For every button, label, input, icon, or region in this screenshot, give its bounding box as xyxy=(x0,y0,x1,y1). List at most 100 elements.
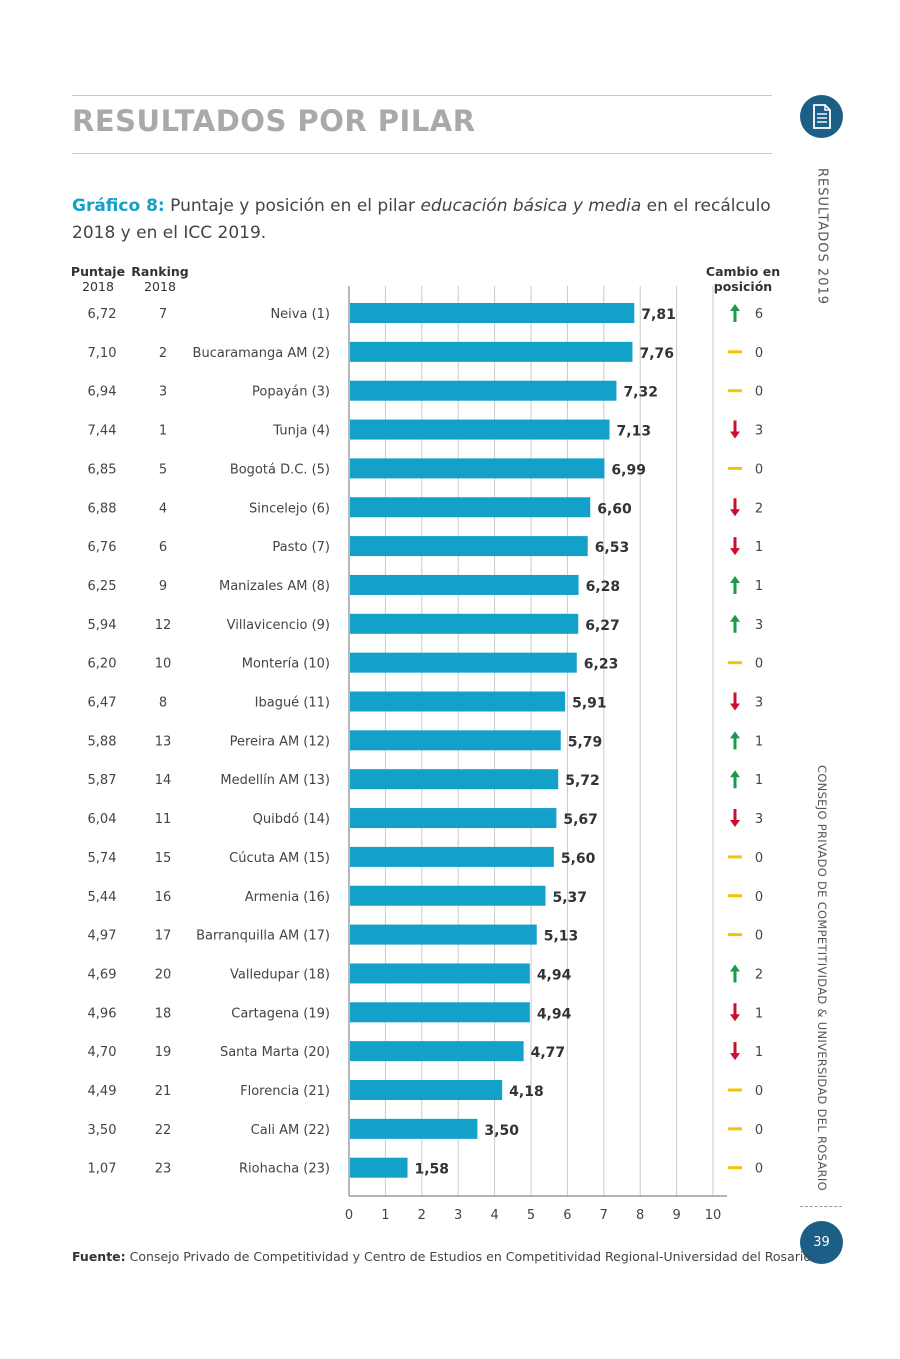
score-2018-value: 6,04 xyxy=(88,812,117,827)
score-2018-value: 4,96 xyxy=(88,1006,117,1021)
arrow-down-icon xyxy=(730,537,740,556)
rank-2018-value: 8 xyxy=(159,696,167,711)
score-2018-value: 7,44 xyxy=(88,424,117,439)
bar xyxy=(350,652,577,673)
bar xyxy=(350,458,605,479)
city-label: Tunja (4) xyxy=(272,424,330,439)
rank-2018-value: 10 xyxy=(155,657,172,672)
score-2018-value: 7,10 xyxy=(88,346,117,361)
bar xyxy=(350,924,537,945)
rank-2018-value: 23 xyxy=(155,1162,172,1177)
rank-2018-value: 12 xyxy=(155,618,172,633)
city-label: Sincelejo (6) xyxy=(249,501,330,516)
rank-2018-value: 3 xyxy=(159,385,167,400)
arrow-down-icon xyxy=(730,498,740,517)
bar-value-label: 5,79 xyxy=(568,734,603,750)
no-change-icon xyxy=(728,894,742,898)
rank-2018-value: 4 xyxy=(159,501,167,516)
bar-value-label: 4,77 xyxy=(531,1045,566,1061)
rank-header-year: 2018 xyxy=(144,279,176,294)
caption-text-before: Puntaje y posición en el pilar xyxy=(164,196,421,216)
arrow-up-icon xyxy=(730,770,740,789)
city-label: Popayán (3) xyxy=(252,385,330,400)
bar xyxy=(350,574,579,595)
bar-value-label: 6,23 xyxy=(584,657,619,673)
bar-value-label: 6,53 xyxy=(595,540,630,556)
rank-header-label: Ranking xyxy=(131,264,189,279)
score-2018-value: 5,44 xyxy=(88,890,117,905)
score-2018-value: 6,20 xyxy=(88,657,117,672)
bar-value-label: 5,67 xyxy=(563,812,598,828)
bar xyxy=(350,419,610,440)
bar-value-label: 7,13 xyxy=(617,424,652,440)
change-value: 0 xyxy=(755,851,763,866)
rank-2018-value: 17 xyxy=(155,929,172,944)
change-header-line1: Cambio en xyxy=(705,264,781,279)
x-tick-label: 5 xyxy=(527,1208,535,1223)
rank-2018-value: 20 xyxy=(155,967,172,982)
bar xyxy=(350,1080,503,1100)
source-text: Consejo Privado de Competitividad y Cent… xyxy=(125,1249,815,1264)
no-change-icon xyxy=(728,661,742,665)
rank-2018-value: 19 xyxy=(155,1045,172,1060)
bar-value-label: 6,28 xyxy=(586,579,621,595)
bar-value-label: 7,76 xyxy=(639,346,674,362)
bar xyxy=(350,691,566,712)
x-tick-label: 6 xyxy=(563,1208,571,1223)
change-value: 1 xyxy=(755,1006,763,1021)
document-icon xyxy=(800,95,843,138)
bar xyxy=(350,1041,524,1062)
bar-value-label: 5,13 xyxy=(544,929,579,945)
change-value: 0 xyxy=(755,462,763,477)
city-label: Cúcuta AM (15) xyxy=(229,851,330,866)
arrow-up-icon xyxy=(730,575,740,594)
source-label: Fuente: xyxy=(72,1249,126,1264)
city-label: Montería (10) xyxy=(242,657,330,672)
x-tick-label: 9 xyxy=(672,1208,680,1223)
no-change-icon xyxy=(728,1127,742,1131)
arrow-down-icon xyxy=(730,420,740,439)
change-value: 0 xyxy=(755,929,763,944)
bar-value-label: 4,18 xyxy=(509,1084,544,1100)
change-value: 1 xyxy=(755,1045,763,1060)
rank-2018-value: 9 xyxy=(159,579,167,594)
city-label: Villavicencio (9) xyxy=(227,618,330,633)
change-value: 0 xyxy=(755,1162,763,1177)
change-value: 3 xyxy=(755,424,763,439)
bar xyxy=(350,1002,530,1023)
change-value: 1 xyxy=(755,579,763,594)
bar-value-label: 7,32 xyxy=(623,385,658,401)
city-label: Cali AM (22) xyxy=(251,1123,330,1138)
score-2018-header: Puntaje 2018 xyxy=(66,264,130,294)
arrow-down-icon xyxy=(730,1003,740,1022)
arrow-down-icon xyxy=(730,692,740,711)
rank-2018-header: Ranking 2018 xyxy=(128,264,192,294)
score-header-year: 2018 xyxy=(82,279,114,294)
no-change-icon xyxy=(728,389,742,393)
bar-value-label: 4,94 xyxy=(537,1006,572,1022)
rank-2018-value: 18 xyxy=(155,1006,172,1021)
score-2018-value: 3,50 xyxy=(88,1123,117,1138)
city-label: Pereira AM (12) xyxy=(230,734,330,749)
bar xyxy=(350,769,559,790)
city-label: Riohacha (23) xyxy=(239,1162,330,1177)
change-value: 6 xyxy=(755,307,763,322)
score-2018-value: 5,74 xyxy=(88,851,117,866)
no-change-icon xyxy=(728,350,742,354)
change-value: 0 xyxy=(755,385,763,400)
bar xyxy=(350,303,635,323)
change-value: 1 xyxy=(755,773,763,788)
city-label: Bogotá D.C. (5) xyxy=(230,462,330,477)
bar-value-label: 5,91 xyxy=(572,696,607,712)
bar xyxy=(350,613,579,634)
city-label: Santa Marta (20) xyxy=(220,1045,330,1060)
bar xyxy=(350,497,591,518)
change-header: Cambio en posición xyxy=(700,264,786,294)
bar-value-label: 5,60 xyxy=(561,851,596,867)
change-value: 0 xyxy=(755,346,763,361)
city-label: Florencia (21) xyxy=(240,1084,330,1099)
rank-2018-value: 1 xyxy=(159,424,167,439)
change-value: 2 xyxy=(755,501,763,516)
top-rule xyxy=(72,95,772,96)
change-value: 3 xyxy=(755,812,763,827)
